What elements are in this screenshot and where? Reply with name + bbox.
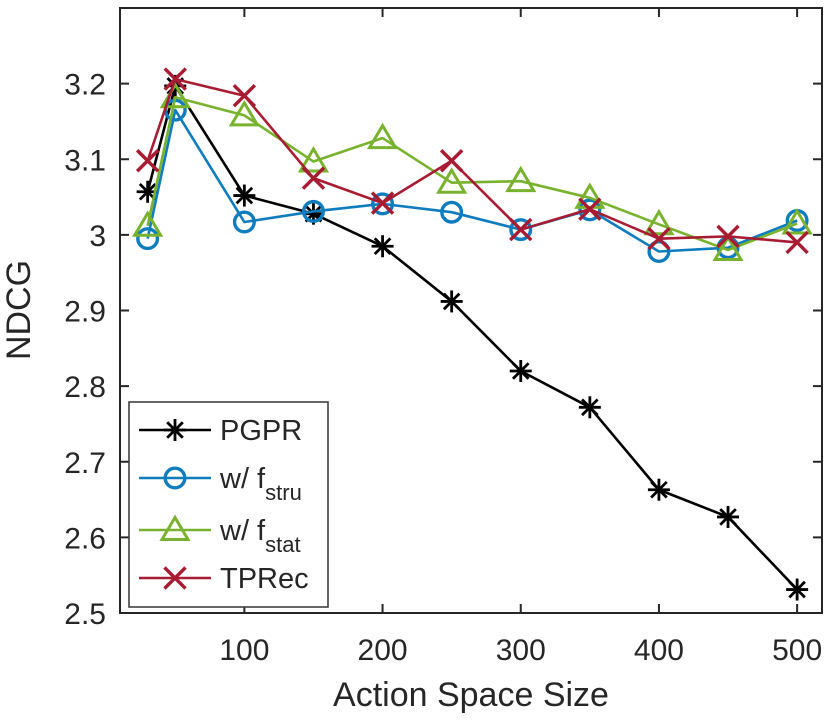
- circle-marker: [163, 466, 187, 490]
- x-marker: [578, 197, 602, 221]
- triangle-marker: [297, 146, 330, 173]
- x-tick-label: 500: [772, 634, 822, 667]
- triangle-marker: [132, 210, 164, 237]
- x-marker: [301, 166, 326, 190]
- y-tick-label: 2.5: [64, 598, 106, 631]
- x-tick-label: 300: [496, 634, 546, 667]
- legend-label: w/ fstat: [219, 515, 301, 557]
- y-tick-label: 2.9: [64, 296, 106, 329]
- circle-marker: [440, 200, 464, 224]
- circle-marker: [647, 240, 671, 264]
- legend-item: TPRec: [139, 563, 309, 595]
- legend-label: TPRec: [220, 563, 309, 595]
- x-marker: [785, 230, 809, 255]
- triangle-marker: [643, 208, 675, 236]
- circle-marker: [232, 210, 256, 234]
- circle-marker: [136, 227, 160, 251]
- triangle-marker: [159, 514, 191, 541]
- y-tick-label: 3.2: [64, 69, 106, 102]
- y-tick-label: 3: [89, 220, 106, 253]
- y-tick-label: 2.7: [64, 447, 106, 480]
- legend-label: PGPR: [220, 415, 302, 447]
- asterisk-marker: [371, 235, 394, 258]
- asterisk-marker: [647, 478, 670, 501]
- asterisk-marker: [786, 578, 809, 601]
- x-marker: [439, 149, 464, 173]
- triangle-marker: [228, 99, 260, 127]
- legend-item: PGPR: [139, 415, 302, 447]
- y-tick-label: 2.6: [64, 522, 106, 555]
- triangle-marker: [712, 234, 744, 261]
- legend: PGPR w/ fstru w/ fstat TPRec: [128, 401, 329, 608]
- legend-item: w/ fstru: [139, 463, 302, 505]
- asterisk-marker: [164, 419, 186, 441]
- series-line: [146, 108, 798, 253]
- triangle-marker: [505, 165, 537, 193]
- x-marker: [370, 191, 395, 215]
- y-tick-label: 3.1: [64, 144, 106, 177]
- x-marker: [232, 84, 257, 108]
- x-marker: [716, 224, 740, 249]
- asterisk-marker: [509, 360, 532, 382]
- x-axis-label: Action Space Size: [333, 676, 609, 714]
- x-marker: [163, 67, 187, 91]
- triangle-marker: [781, 208, 813, 235]
- x-tick-label: 200: [358, 634, 408, 667]
- y-axis-label: NDCG: [0, 260, 38, 360]
- x-marker: [509, 217, 533, 242]
- circle-marker: [301, 199, 325, 223]
- triangle-marker: [366, 122, 399, 150]
- legend-item: w/ fstat: [139, 514, 301, 557]
- circle-marker: [578, 198, 602, 222]
- x-marker: [135, 149, 160, 173]
- x-marker: [163, 566, 187, 590]
- y-tick-label: 2.8: [64, 371, 106, 404]
- circle-marker: [371, 192, 395, 216]
- series-asterisk: [136, 74, 809, 601]
- series-line: [146, 95, 798, 252]
- chart-root: 100 200 300 400 500 2.5 2.6 2.7 2.8 2.9 3 3.1 3.2 PGP…: [64, 7, 823, 667]
- asterisk-marker: [440, 290, 463, 313]
- x-tick-label: 400: [634, 634, 684, 667]
- asterisk-marker: [233, 184, 256, 207]
- series-x: [135, 67, 809, 255]
- legend-box: [128, 401, 329, 608]
- legend-label: w/ fstru: [219, 463, 302, 505]
- asterisk-marker: [578, 396, 601, 419]
- x-tick-label: 100: [219, 634, 269, 667]
- circle-marker: [509, 218, 533, 242]
- x-marker: [647, 226, 671, 251]
- series-triangle: [132, 81, 813, 261]
- asterisk-marker: [717, 505, 740, 528]
- triangle-marker: [436, 167, 468, 194]
